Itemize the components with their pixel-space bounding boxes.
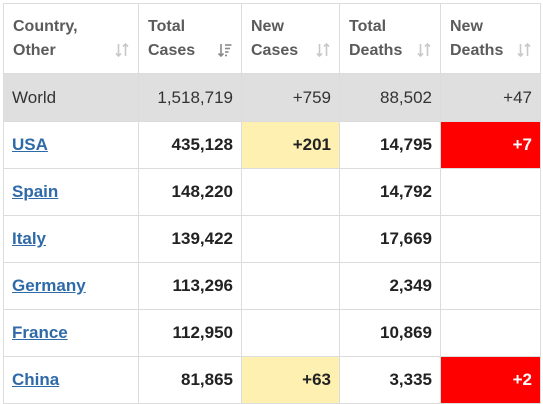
sort-both-icon[interactable] xyxy=(114,42,130,58)
covid-stats-table: Country, Other Total Cases xyxy=(3,3,541,404)
world-new-cases: +759 xyxy=(241,73,340,122)
header-row: Country, Other Total Cases xyxy=(3,3,541,74)
total-cases-cell: 139,422 xyxy=(138,215,242,263)
new-deaths-cell xyxy=(440,309,541,357)
new-deaths-cell xyxy=(440,215,541,263)
country-name-cell: Germany xyxy=(3,262,139,310)
table-row-germany: Germany 113,296 2,349 xyxy=(3,262,541,310)
sort-desc-icon[interactable] xyxy=(217,42,233,58)
world-total-deaths: 88,502 xyxy=(339,73,441,122)
total-deaths-cell: 14,792 xyxy=(339,168,441,216)
header-new-deaths-line1: New xyxy=(450,17,483,35)
total-deaths-cell: 17,669 xyxy=(339,215,441,263)
world-name: World xyxy=(3,73,139,122)
sort-both-icon[interactable] xyxy=(416,42,432,58)
total-cases-cell: 81,865 xyxy=(138,356,242,404)
country-name-cell: Spain xyxy=(3,168,139,216)
new-cases-cell xyxy=(241,309,340,357)
header-new-cases-line2: Cases xyxy=(251,41,299,59)
new-deaths-cell: +2 xyxy=(440,356,541,404)
country-link-usa[interactable]: USA xyxy=(12,135,48,154)
country-name-cell: Italy xyxy=(3,215,139,263)
header-country-line2: Other xyxy=(13,41,56,59)
header-total-cases-line1: Total xyxy=(148,17,186,35)
new-cases-cell: +63 xyxy=(241,356,340,404)
world-new-deaths: +47 xyxy=(440,73,541,122)
total-deaths-cell: 10,869 xyxy=(339,309,441,357)
new-cases-cell xyxy=(241,168,340,216)
country-name-cell: France xyxy=(3,309,139,357)
header-total-cases[interactable]: Total Cases xyxy=(138,3,242,74)
country-link-china[interactable]: China xyxy=(12,370,60,389)
header-total-deaths-line1: Total xyxy=(349,17,387,35)
header-total-cases-line2: Cases xyxy=(148,41,196,59)
country-name-cell: USA xyxy=(3,121,139,169)
new-deaths-cell: +7 xyxy=(440,121,541,169)
country-link-italy[interactable]: Italy xyxy=(12,229,47,248)
world-row: World 1,518,719 +759 88,502 +47 xyxy=(3,73,541,122)
total-deaths-cell: 3,335 xyxy=(339,356,441,404)
header-new-cases[interactable]: New Cases xyxy=(241,3,340,74)
total-cases-cell: 112,950 xyxy=(138,309,242,357)
header-new-deaths[interactable]: New Deaths xyxy=(440,3,541,74)
total-deaths-cell: 14,795 xyxy=(339,121,441,169)
header-new-cases-line1: New xyxy=(251,17,284,35)
table-row-italy: Italy 139,422 17,669 xyxy=(3,215,541,263)
new-cases-cell xyxy=(241,262,340,310)
header-country[interactable]: Country, Other xyxy=(3,3,139,74)
new-deaths-cell xyxy=(440,168,541,216)
new-cases-cell: +201 xyxy=(241,121,340,169)
country-name-cell: China xyxy=(3,356,139,404)
country-link-france[interactable]: France xyxy=(12,323,68,342)
sort-both-icon[interactable] xyxy=(516,42,532,58)
total-deaths-cell: 2,349 xyxy=(339,262,441,310)
country-link-spain[interactable]: Spain xyxy=(12,182,59,201)
header-new-deaths-line2: Deaths xyxy=(450,41,504,59)
country-link-germany[interactable]: Germany xyxy=(12,276,86,295)
new-deaths-cell xyxy=(440,262,541,310)
table-row-usa: USA 435,128 +201 14,795 +7 xyxy=(3,121,541,169)
new-cases-cell xyxy=(241,215,340,263)
header-total-deaths[interactable]: Total Deaths xyxy=(339,3,441,74)
table-row-france: France 112,950 10,869 xyxy=(3,309,541,357)
sort-both-icon[interactable] xyxy=(315,42,331,58)
table-row-china: China 81,865 +63 3,335 +2 xyxy=(3,356,541,404)
table-row-spain: Spain 148,220 14,792 xyxy=(3,168,541,216)
total-cases-cell: 148,220 xyxy=(138,168,242,216)
header-total-deaths-line2: Deaths xyxy=(349,41,403,59)
world-total-cases: 1,518,719 xyxy=(138,73,242,122)
total-cases-cell: 113,296 xyxy=(138,262,242,310)
total-cases-cell: 435,128 xyxy=(138,121,242,169)
header-country-line1: Country, xyxy=(13,17,78,35)
